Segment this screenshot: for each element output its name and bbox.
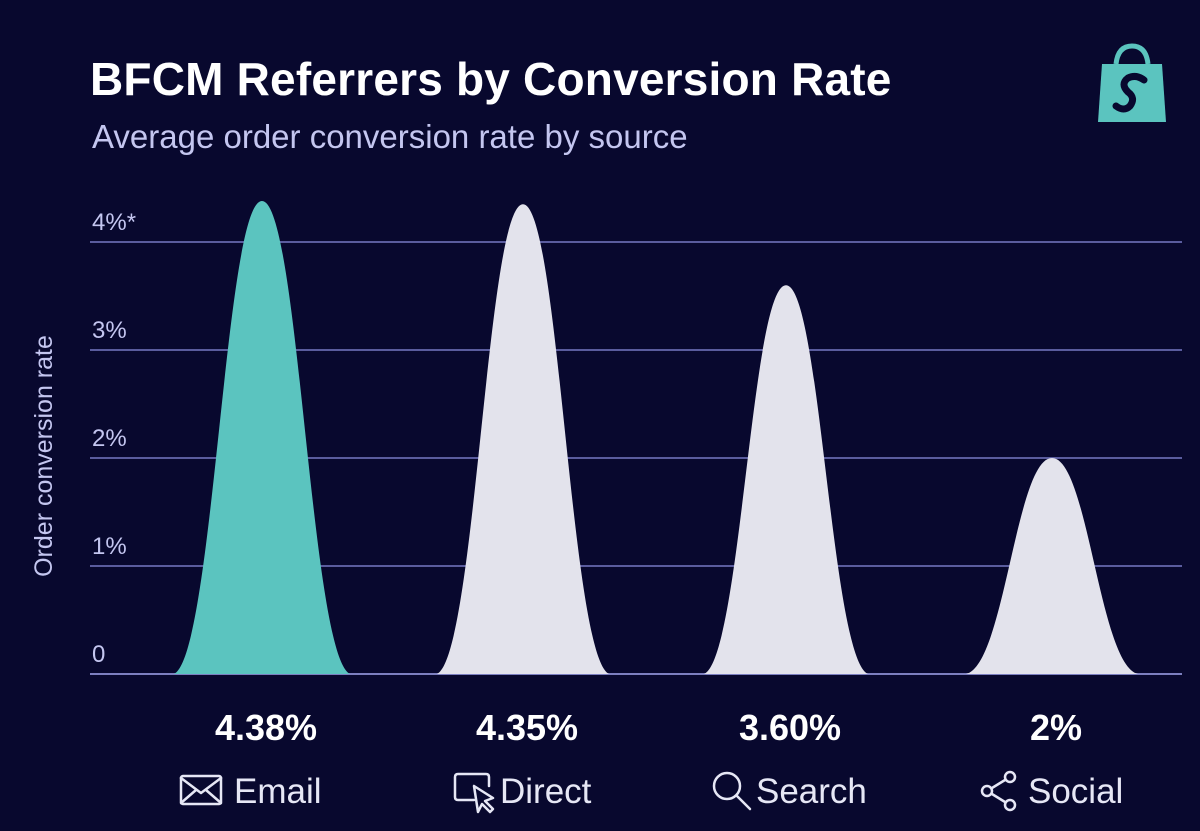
shopify-bag-icon (1098, 43, 1166, 122)
cursor-click-icon (453, 772, 495, 814)
category-label: Direct (500, 772, 592, 811)
category-social: Social (980, 770, 1123, 812)
category-search: Search (712, 771, 867, 811)
peak-social (966, 458, 1138, 674)
share-icon (980, 770, 1017, 812)
peak-email (174, 200, 350, 674)
category-label: Social (1028, 772, 1123, 811)
y-tick-label: 4%* (92, 209, 136, 236)
category-label: Email (234, 772, 322, 811)
value-label: 4.35% (476, 707, 578, 748)
value-label: 4.38% (215, 707, 317, 748)
chart-title: BFCM Referrers by Conversion Rate (90, 53, 892, 105)
category-email: Email (179, 772, 322, 811)
y-tick-label: 0 (92, 641, 105, 668)
value-label: 2% (1030, 707, 1082, 748)
peak-search (704, 285, 868, 674)
search-icon (712, 771, 752, 811)
y-tick-label: 3% (92, 317, 127, 344)
y-axis-label: Order conversion rate (30, 335, 58, 577)
category-label: Search (756, 772, 867, 811)
value-label: 3.60% (739, 707, 841, 748)
category-direct: Direct (453, 772, 592, 814)
envelope-icon (179, 774, 223, 806)
chart-subtitle: Average order conversion rate by source (92, 118, 688, 155)
peak-direct (437, 204, 609, 674)
y-tick-label: 2% (92, 425, 127, 452)
y-tick-label: 1% (92, 533, 127, 560)
